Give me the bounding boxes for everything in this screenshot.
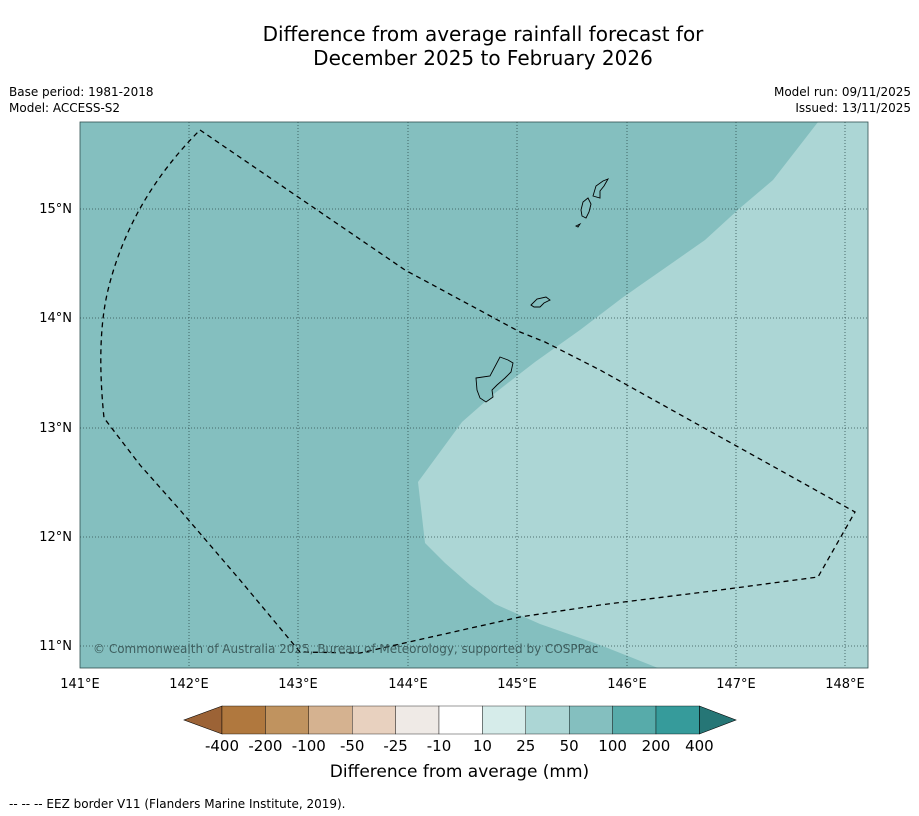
colorbar-swatch	[612, 705, 657, 735]
lon-tick-146: 146°E	[607, 677, 647, 692]
lon-tick-145: 145°E	[497, 677, 537, 692]
meta-right: Model run: 09/11/2025 Issued: 13/11/2025	[774, 84, 911, 116]
colorbar-label: 25	[516, 737, 536, 755]
title-line-1: Difference from average rainfall forecas…	[262, 22, 704, 46]
colorbar-swatch	[525, 705, 570, 735]
colorbar-label: 200	[641, 737, 671, 755]
lon-tick-144: 144°E	[388, 677, 428, 692]
meta-left: Base period: 1981-2018 Model: ACCESS-S2	[9, 84, 154, 116]
colorbar-swatch	[655, 705, 700, 735]
lat-gridlines	[80, 208, 868, 647]
lon-tick-147: 147°E	[716, 677, 756, 692]
lon-tick-143: 143°E	[278, 677, 318, 692]
lat-tick-labels: 15°N 14°N 13°N 12°N 11°N	[39, 202, 72, 654]
lat-tick-15: 15°N	[39, 202, 72, 217]
colorbar-swatch	[395, 705, 440, 735]
island-saipan	[592, 178, 610, 199]
colorbar-title: Difference from average (mm)	[329, 762, 590, 782]
colorbar-label: -25	[383, 737, 408, 755]
colorbar-swatch	[265, 705, 309, 735]
lat-tick-11: 11°N	[39, 639, 72, 654]
model-name: Model: ACCESS-S2	[9, 101, 121, 115]
model-run: Model run: 09/11/2025	[773, 85, 911, 99]
island-rota	[530, 296, 551, 308]
colorbar	[183, 705, 737, 735]
lon-tick-labels: 141°E 142°E 143°E 144°E 145°E 146°E 147°…	[60, 677, 865, 692]
map-frame	[79, 121, 869, 669]
colorbar-arrow-left	[183, 705, 223, 735]
lat-tick-12: 12°N	[39, 530, 72, 545]
title-line-2: December 2025 to February 2026	[313, 46, 653, 70]
colorbar-label: -100	[291, 737, 326, 755]
colorbar-swatch	[308, 705, 353, 735]
colorbar-label: -50	[339, 737, 365, 755]
base-period: Base period: 1981-2018	[9, 85, 154, 99]
colorbar-label: 400	[685, 737, 714, 755]
colorbar-swatch	[482, 705, 526, 735]
colorbar-swatch	[352, 705, 396, 735]
map-title: Difference from average rainfall forecas…	[0, 22, 919, 70]
island-guam	[475, 356, 514, 403]
island-tinian	[580, 197, 592, 219]
colorbar-label: -400	[204, 737, 240, 755]
eez-footnote: -- -- -- EEZ border V11 (Flanders Marine…	[9, 797, 346, 811]
copyright-text: © Commonwealth of Australia 2025, Bureau…	[93, 642, 598, 656]
colorbar-arrow-right	[699, 705, 737, 735]
island-aguijan	[574, 222, 582, 228]
colorbar-label: -200	[248, 737, 283, 755]
colorbar-label: 50	[559, 737, 579, 755]
colorbar-swatch	[221, 705, 266, 735]
lon-tick-142: 142°E	[169, 677, 209, 692]
colorbar-label: 10	[472, 737, 492, 755]
lat-tick-13: 13°N	[39, 421, 72, 436]
region-10-25	[418, 122, 868, 668]
issued-date: Issued: 13/11/2025	[795, 101, 911, 115]
lon-tick-148: 148°E	[825, 677, 865, 692]
colorbar-swatch	[569, 705, 613, 735]
lon-gridlines	[188, 122, 846, 668]
lon-tick-141: 141°E	[60, 677, 100, 692]
islands	[475, 178, 610, 403]
lat-tick-14: 14°N	[39, 311, 72, 326]
colorbar-swatch	[438, 705, 483, 735]
colorbar-label: -10	[426, 737, 452, 755]
colorbar-label: 100	[598, 737, 627, 755]
